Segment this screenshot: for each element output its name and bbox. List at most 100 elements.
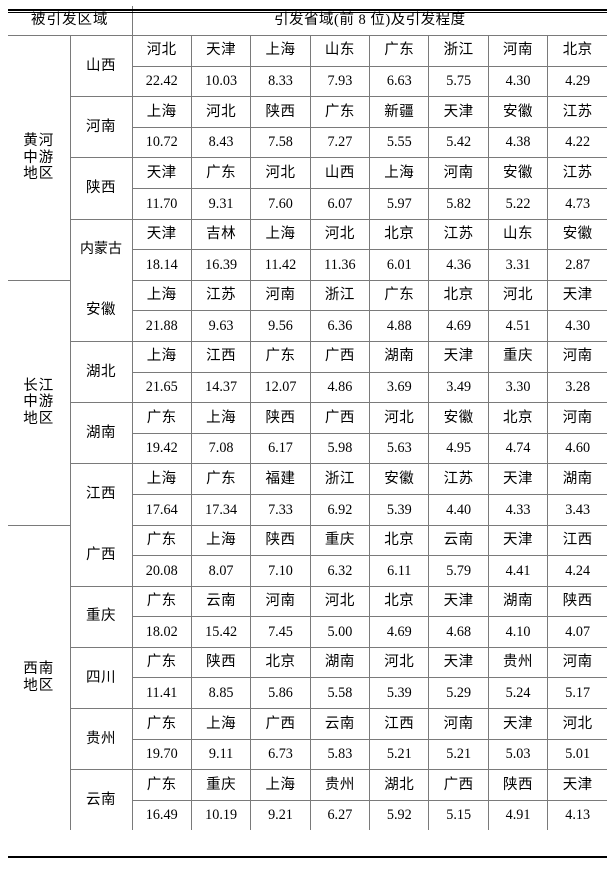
induce-degree-cell: 5.82 xyxy=(428,188,489,220)
induce-degree-cell: 17.34 xyxy=(191,494,252,525)
province-label: 湖南 xyxy=(70,402,133,464)
induce-degree-cell: 6.11 xyxy=(369,555,430,587)
induce-degree-cell: 5.24 xyxy=(488,677,549,709)
induce-degree-cell: 5.92 xyxy=(369,800,430,831)
table-row: 22.42 10.03 8.33 7.93 6.63 5.75 4.30 4.29 xyxy=(8,66,607,97)
induce-degree-cell: 9.21 xyxy=(250,800,311,831)
induce-degree-cell: 15.42 xyxy=(191,616,252,648)
induce-degree-cell: 5.22 xyxy=(488,188,549,220)
source-province-cell: 浙江 xyxy=(428,35,489,67)
induce-degree-cell: 4.10 xyxy=(488,616,549,648)
source-province-cell: 天津 xyxy=(488,708,549,740)
induce-degree-cell: 3.49 xyxy=(428,372,489,403)
source-province-cell: 广东 xyxy=(132,402,192,434)
source-province-cell: 河南 xyxy=(428,708,489,740)
induce-degree-cell: 5.39 xyxy=(369,677,430,709)
source-province-cell: 广东 xyxy=(191,157,252,189)
induce-degree-cell: 5.00 xyxy=(310,616,371,648)
source-province-cell: 福建 xyxy=(250,463,311,495)
induce-degree-cell: 4.07 xyxy=(565,623,591,640)
table-bottom-thick-rule xyxy=(8,856,607,858)
induce-degree-cell: 6.92 xyxy=(310,494,371,525)
source-province-cell: 上海 xyxy=(191,402,252,434)
induce-degree-cell: 11.70 xyxy=(132,188,192,220)
induce-degree-cell: 3.43 xyxy=(565,501,591,518)
source-province-cell: 上海 xyxy=(132,96,192,128)
source-province-cell: 江苏 xyxy=(547,157,608,189)
table-row: 11.41 8.85 5.86 5.58 5.39 5.29 5.24 5.17 xyxy=(8,677,607,709)
source-province-cell: 河北 xyxy=(488,279,549,312)
source-province-cell: 云南 xyxy=(191,585,252,618)
province-label: 贵州 xyxy=(70,708,133,770)
induce-degree-cell: 6.17 xyxy=(250,433,311,464)
induce-degree-cell: 4.36 xyxy=(428,249,489,281)
source-province-cell: 安徽 xyxy=(369,463,430,495)
induce-degree-cell: 5.42 xyxy=(428,127,489,158)
induce-degree-cell: 10.19 xyxy=(191,800,252,831)
induce-degree-cell: 21.65 xyxy=(132,372,192,403)
induce-degree-cell: 5.29 xyxy=(428,677,489,709)
source-province-cell: 安徽 xyxy=(428,402,489,434)
source-province-cell: 山东 xyxy=(488,218,549,251)
table-row: 21.65 14.37 12.07 4.86 3.69 3.49 3.30 3.28 xyxy=(8,372,607,403)
induce-degree-cell: 4.40 xyxy=(428,494,489,525)
source-province-cell: 上海 xyxy=(250,35,311,67)
induce-degree-cell: 16.49 xyxy=(132,800,192,831)
induce-degree-cell: 4.73 xyxy=(565,195,591,212)
source-province-cell: 上海 xyxy=(250,218,311,251)
source-province-cell: 河南 xyxy=(547,340,608,373)
table-row: 湖南 广东 上海 陕西 广西 河北 安徽 北京 河南 xyxy=(8,402,608,464)
induce-degree-cell: 3.31 xyxy=(488,249,549,281)
induce-degree-cell: 7.08 xyxy=(191,433,252,464)
source-province-cell: 天津 xyxy=(132,157,192,189)
induce-degree-cell: 7.60 xyxy=(250,188,311,220)
source-province-cell: 江西 xyxy=(191,340,252,373)
source-province-cell: 江西 xyxy=(547,524,608,557)
source-province-cell: 河北 xyxy=(310,218,371,251)
induce-degree-cell: 5.83 xyxy=(310,739,371,770)
table-row: 贵州 广东 上海 广西 云南 江西 河南 天津 河北 xyxy=(8,708,608,770)
induce-degree-cell: 5.79 xyxy=(428,555,489,587)
source-province-cell: 广东 xyxy=(132,585,192,618)
source-province-cell: 河南 xyxy=(250,585,311,618)
source-province-cell: 北京 xyxy=(369,218,430,251)
table-row: 10.72 8.43 7.58 7.27 5.55 5.42 4.38 4.22 xyxy=(8,127,607,158)
induce-degree-cell: 4.88 xyxy=(369,310,430,342)
induce-degree-cell: 4.68 xyxy=(428,616,489,648)
induce-degree-cell: 8.85 xyxy=(191,677,252,709)
source-province-cell: 浙江 xyxy=(310,463,371,495)
induce-degree-cell: 5.21 xyxy=(428,739,489,770)
induce-degree-cell: 5.63 xyxy=(369,433,430,464)
induce-degree-cell: 7.10 xyxy=(250,555,311,587)
source-province-cell: 上海 xyxy=(191,708,252,740)
source-province-cell: 贵州 xyxy=(310,769,371,801)
induce-degree-cell: 5.39 xyxy=(369,494,430,525)
source-province-cell: 河南 xyxy=(547,646,608,679)
source-province-cell: 湖南 xyxy=(310,646,371,679)
induce-degree-cell: 4.95 xyxy=(428,433,489,464)
source-province-cell: 广西 xyxy=(250,708,311,740)
source-province-cell: 河北 xyxy=(369,646,430,679)
table-row: 20.08 8.07 7.10 6.32 6.11 5.79 4.41 4.24 xyxy=(8,555,607,587)
source-province-cell: 上海 xyxy=(132,463,192,495)
source-province-cell: 湖南 xyxy=(488,585,549,618)
source-province-cell: 上海 xyxy=(132,279,192,312)
induce-degree-cell: 14.37 xyxy=(191,372,252,403)
induce-degree-cell: 4.51 xyxy=(488,310,549,342)
source-province-cell: 广东 xyxy=(132,524,192,557)
induce-degree-cell: 18.02 xyxy=(132,616,192,648)
source-province-cell: 山西 xyxy=(310,157,371,189)
induce-degree-cell: 20.08 xyxy=(132,555,192,587)
source-province-cell: 山东 xyxy=(310,35,371,67)
induced-region-table-container: 被引发区域 引发省域(前 8 位)及引发程度 黄河 中游 地区 山西 河北 天津 上海 山东广… xyxy=(0,6,615,875)
source-province-cell: 广西 xyxy=(428,769,489,801)
source-province-cell: 云南 xyxy=(310,708,371,740)
table-body: 黄河 中游 地区 山西 河北 天津 上海 山东 广东 浙江 河南 北京 22.42 10.03 8.33 7.… xyxy=(8,35,608,831)
source-province-cell: 上海 xyxy=(191,524,252,557)
induce-degree-cell: 6.27 xyxy=(310,800,371,831)
table-row: 18.14 16.39 11.42 11.36 6.01 4.36 3.31 2.87 xyxy=(8,249,607,281)
induce-degree-cell: 4.86 xyxy=(310,372,371,403)
induce-degree-cell: 4.60 xyxy=(565,440,591,457)
induce-degree-cell: 4.24 xyxy=(565,562,591,579)
source-province-cell: 江西 xyxy=(369,708,430,740)
